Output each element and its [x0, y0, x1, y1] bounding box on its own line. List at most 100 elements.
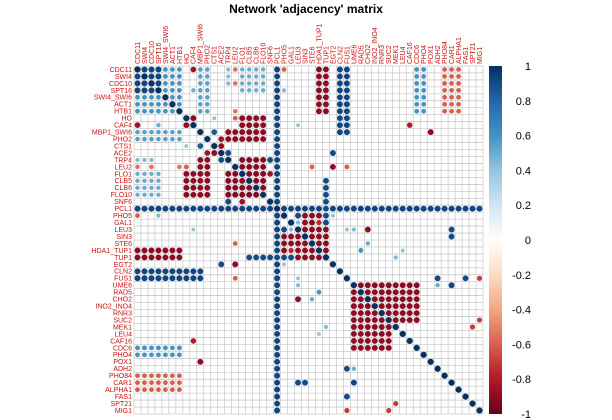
- row-label: RNR3: [113, 310, 132, 317]
- matrix-cell: [343, 101, 350, 108]
- matrix-cell: [177, 136, 182, 142]
- matrix-cell: [274, 73, 281, 80]
- matrix-cell: [155, 247, 162, 254]
- matrix-cell: [225, 156, 232, 164]
- column-label: CDC11: [135, 41, 142, 64]
- column-label: CAF16: [407, 42, 414, 64]
- matrix-cell: [141, 73, 148, 80]
- matrix-cell: [309, 219, 315, 226]
- matrix-cell: [441, 372, 448, 379]
- matrix-cell: [274, 372, 281, 379]
- matrix-cell: [371, 337, 378, 344]
- matrix-cell: [176, 87, 182, 93]
- matrix-cell: [225, 184, 232, 191]
- column-label: SWI4: [142, 47, 149, 64]
- matrix-cell: [385, 310, 392, 317]
- matrix-cell: [385, 282, 392, 289]
- matrix-cell: [225, 150, 232, 156]
- matrix-cell: [184, 144, 189, 148]
- matrix-cell: [364, 205, 371, 212]
- matrix-cell: [267, 254, 274, 261]
- matrix-cell: [177, 164, 182, 170]
- matrix-cell: [183, 205, 190, 212]
- matrix-cell: [274, 379, 281, 386]
- matrix-cell: [183, 184, 190, 191]
- matrix-cell: [323, 324, 329, 330]
- colorbar-tick-label: -0.2: [512, 270, 531, 282]
- matrix-cell: [239, 122, 246, 129]
- matrix-cell: [183, 268, 190, 275]
- matrix-cell: [148, 87, 155, 94]
- matrix-cell: [323, 205, 329, 212]
- matrix-cell: [142, 192, 147, 197]
- row-label: CLB6: [114, 185, 132, 192]
- column-label: GAL1: [288, 46, 295, 64]
- matrix-cell: [176, 387, 182, 393]
- matrix-cell: [274, 143, 281, 150]
- matrix-cell: [183, 122, 190, 129]
- matrix-cell: [427, 205, 434, 212]
- matrix-cell: [406, 205, 413, 212]
- matrix-cell: [134, 80, 141, 87]
- matrix-cell: [274, 115, 281, 122]
- matrix-cell: [281, 88, 287, 93]
- matrix-cell: [156, 171, 161, 177]
- matrix-cell: [274, 156, 281, 163]
- matrix-cell: [149, 94, 154, 100]
- matrix-cell: [371, 317, 378, 323]
- matrix-cell: [225, 205, 232, 212]
- matrix-cell: [253, 170, 260, 177]
- matrix-cell: [163, 352, 168, 358]
- column-label: CAR1: [449, 45, 456, 64]
- matrix-cell: [169, 345, 175, 351]
- matrix-cell: [260, 115, 267, 122]
- column-label: CTS1: [212, 46, 219, 64]
- matrix-cell: [323, 247, 329, 254]
- matrix-cell: [197, 358, 204, 365]
- matrix-cell: [274, 407, 281, 414]
- matrix-cell: [476, 275, 483, 281]
- matrix-cell: [191, 227, 196, 232]
- matrix-cell: [142, 108, 147, 114]
- matrix-cell: [197, 163, 204, 170]
- column-label: SUC2: [386, 45, 393, 64]
- matrix-cell: [274, 393, 281, 400]
- matrix-cell: [149, 171, 154, 177]
- matrix-cell: [302, 226, 308, 233]
- matrix-cell: [190, 115, 197, 122]
- matrix-cell: [343, 115, 350, 122]
- row-label: PCL1: [114, 206, 132, 213]
- matrix-cell: [274, 275, 281, 282]
- matrix-cell: [378, 324, 385, 330]
- matrix-cell: [260, 254, 267, 261]
- column-label: SWI4_SWI6: [163, 26, 170, 64]
- matrix-cell: [239, 136, 246, 143]
- matrix-cell: [142, 178, 147, 184]
- column-label: PCL1: [274, 46, 281, 64]
- matrix-cell: [449, 87, 454, 93]
- matrix-cell: [274, 150, 281, 156]
- matrix-cell: [260, 205, 267, 212]
- matrix-cell: [226, 81, 231, 86]
- matrix-cell: [357, 303, 364, 310]
- matrix-cell: [149, 192, 154, 197]
- matrix-cell: [170, 129, 175, 135]
- matrix-cell: [170, 136, 175, 142]
- column-label: POX1: [428, 45, 435, 64]
- matrix-cell: [336, 129, 343, 136]
- matrix-cell: [330, 213, 335, 218]
- row-label: SIN3: [116, 234, 132, 241]
- matrix-cell: [253, 156, 260, 163]
- matrix-cell: [142, 185, 147, 190]
- matrix-cell: [413, 303, 420, 310]
- matrix-cell: [455, 386, 462, 393]
- row-label: ADH2: [113, 366, 132, 373]
- matrix-cell: [190, 275, 197, 282]
- matrix-cell: [316, 80, 322, 87]
- matrix-cell: [385, 296, 392, 303]
- matrix-cell: [253, 115, 260, 122]
- matrix-cell: [246, 67, 252, 72]
- matrix-cell: [169, 74, 175, 79]
- matrix-cell: [399, 317, 406, 323]
- matrix-cell: [274, 66, 281, 73]
